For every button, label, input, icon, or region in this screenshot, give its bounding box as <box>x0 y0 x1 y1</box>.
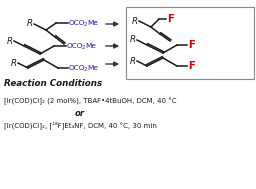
Text: Me: Me <box>85 43 96 49</box>
Text: Reaction Conditions: Reaction Conditions <box>4 80 102 88</box>
Text: or: or <box>75 108 85 118</box>
Bar <box>126 7 254 79</box>
Text: Me: Me <box>87 65 98 71</box>
Text: R: R <box>130 57 136 66</box>
Text: OCO: OCO <box>69 65 86 71</box>
Text: OCO: OCO <box>67 43 83 49</box>
Text: F: F <box>167 14 174 24</box>
Text: [Ir(COD)Cl]₂ (2 mol%), TBAF•4tBuOH, DCM, 40 °C: [Ir(COD)Cl]₂ (2 mol%), TBAF•4tBuOH, DCM,… <box>4 97 176 105</box>
Text: R: R <box>132 16 138 26</box>
Text: F: F <box>188 40 195 50</box>
Text: 2: 2 <box>84 22 87 27</box>
Text: R: R <box>130 36 136 44</box>
Text: Me: Me <box>87 20 98 26</box>
Text: R: R <box>11 59 17 67</box>
Text: F: F <box>188 61 195 71</box>
Text: 2: 2 <box>84 67 87 72</box>
Text: R: R <box>7 36 13 46</box>
Text: R: R <box>27 19 33 29</box>
Text: 2: 2 <box>82 45 85 50</box>
Text: [Ir(COD)Cl]₂, [¹⁸F]Et₄NF, DCM, 40 °C, 30 min: [Ir(COD)Cl]₂, [¹⁸F]Et₄NF, DCM, 40 °C, 30… <box>4 121 157 129</box>
Text: OCO: OCO <box>69 20 86 26</box>
